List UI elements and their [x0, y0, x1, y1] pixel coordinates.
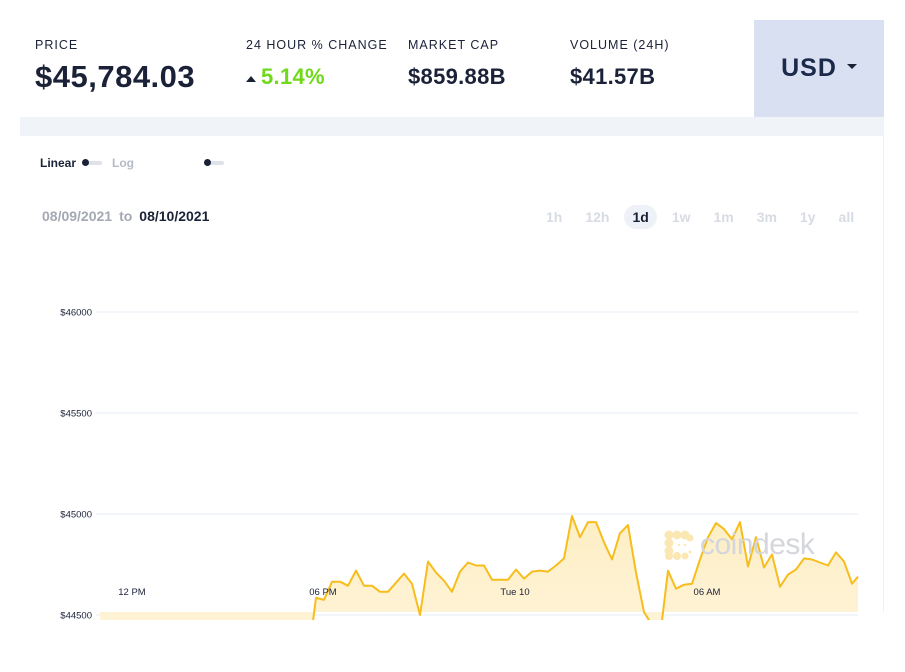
- price-stat: PRICE $45,784.03: [35, 38, 195, 95]
- date-from[interactable]: 08/09/2021: [42, 208, 113, 224]
- coindesk-watermark: coindesk: [664, 528, 815, 561]
- panel-border: [883, 136, 884, 612]
- secondary-switch[interactable]: [204, 159, 224, 166]
- volume-value: $41.57B: [570, 64, 656, 89]
- currency-label: USD: [781, 54, 837, 82]
- price-area-fill: [100, 516, 858, 620]
- coindesk-wordmark: coindesk: [700, 528, 815, 561]
- caret-down-icon: [846, 64, 857, 69]
- range-12h[interactable]: 12h: [585, 209, 610, 225]
- date-to[interactable]: 08/10/2021: [139, 208, 210, 224]
- range-selector: 1h 12h 1d 1w 1m 3m 1y all: [538, 205, 869, 229]
- y-tick-label: $44500: [60, 611, 92, 621]
- range-1d[interactable]: 1d: [624, 205, 657, 229]
- date-range: 08/09/2021 to 08/10/2021: [42, 208, 209, 224]
- market-cap-stat: MARKET CAP $859.88B: [408, 38, 506, 90]
- volume-stat: VOLUME (24H) $41.57B: [570, 38, 670, 90]
- x-tick-label: 12 PM: [118, 587, 146, 598]
- volume-label: VOLUME (24H): [570, 38, 670, 52]
- range-1y[interactable]: 1y: [799, 209, 816, 225]
- log-label[interactable]: Log: [112, 156, 135, 170]
- scale-toggle: Linear Log: [40, 156, 134, 170]
- coindesk-logo-icon: [664, 530, 694, 560]
- linear-label[interactable]: Linear: [40, 156, 77, 170]
- change-stat: 24 HOUR % CHANGE 5.14%: [246, 38, 388, 90]
- range-3m[interactable]: 3m: [756, 209, 777, 225]
- change-value: 5.14%: [261, 64, 325, 89]
- y-tick-label: $46000: [60, 308, 92, 319]
- range-1w[interactable]: 1w: [671, 209, 691, 225]
- y-axis: $43500$44000$44500$45000$45500$46000: [60, 308, 92, 621]
- range-1m[interactable]: 1m: [713, 209, 734, 225]
- market-cap-label: MARKET CAP: [408, 38, 500, 52]
- price-value: $45,784.03: [35, 59, 196, 94]
- range-all[interactable]: all: [838, 209, 855, 225]
- x-tick-label: 06 PM: [309, 587, 337, 598]
- y-tick-label: $45500: [60, 409, 92, 420]
- change-value-row: 5.14%: [246, 64, 388, 90]
- change-label: 24 HOUR % CHANGE: [246, 38, 388, 52]
- divider-band: [20, 117, 884, 136]
- currency-dropdown[interactable]: USD: [754, 20, 884, 117]
- price-line: [312, 515, 859, 620]
- date-to-word: to: [119, 208, 133, 224]
- market-cap-value: $859.88B: [408, 64, 506, 89]
- x-tick-label: Tue 10: [500, 587, 529, 598]
- scale-switch[interactable]: [82, 159, 103, 166]
- x-axis: 12 PM 06 PM Tue 10 06 AM: [118, 587, 720, 598]
- y-tick-label: $45000: [60, 510, 92, 521]
- price-label: PRICE: [35, 38, 79, 52]
- price-chart[interactable]: $43500$44000$44500$45000$45500$46000 12 …: [0, 240, 905, 620]
- x-tick-label: 06 AM: [694, 587, 721, 598]
- range-1h[interactable]: 1h: [546, 209, 563, 225]
- up-triangle-icon: [246, 76, 256, 82]
- stats-bar: PRICE $45,784.03 24 HOUR % CHANGE 5.14% …: [0, 0, 905, 118]
